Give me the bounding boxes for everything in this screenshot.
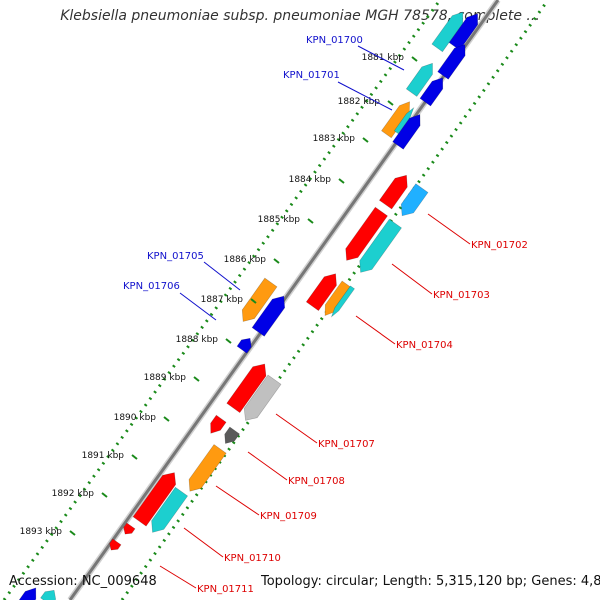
- gene-orange-a[interactable]: [381, 101, 410, 139]
- tick-mark: [411, 56, 418, 62]
- label-leader-line: [203, 261, 241, 291]
- tick-label: 1888 kbp: [176, 335, 219, 345]
- label-leader-line: [275, 413, 318, 444]
- label-leader-line: [357, 45, 405, 71]
- gene-blue-c[interactable]: [419, 77, 444, 107]
- gene-red-01702[interactable]: [378, 174, 408, 210]
- label-leader-line: [159, 565, 197, 589]
- gene-cyan-01703[interactable]: [359, 218, 402, 273]
- gene-cyan-c[interactable]: [393, 106, 415, 135]
- gene-blue-d[interactable]: [392, 114, 421, 150]
- tick-label: 1881 kbp: [362, 53, 405, 63]
- gene-label[interactable]: KPN_01710: [224, 553, 281, 564]
- gene-label[interactable]: KPN_01701: [283, 70, 340, 81]
- tick-mark: [307, 218, 314, 224]
- gene-label[interactable]: KPN_01711: [197, 584, 254, 595]
- accession-text: Accession: NC_009648: [9, 574, 157, 589]
- gene-cyan-01710[interactable]: [151, 486, 189, 533]
- label-leader-line: [337, 81, 393, 111]
- tick-label: 1884 kbp: [289, 175, 332, 185]
- gene-cyan-b[interactable]: [405, 62, 433, 97]
- tick-mark: [225, 338, 232, 344]
- gene-cyan-01704[interactable]: [330, 285, 355, 318]
- tick-label: 1885 kbp: [258, 215, 301, 225]
- tick-label: 1892 kbp: [52, 489, 95, 499]
- gene-red-01707[interactable]: [226, 363, 267, 414]
- tick-label: 1893 kbp: [20, 527, 63, 537]
- tick-mark: [250, 298, 257, 304]
- tick-label: 1890 kbp: [114, 413, 157, 423]
- tick-mark: [69, 530, 76, 536]
- gene-label[interactable]: KPN_01708: [288, 476, 345, 487]
- tick-label: 1887 kbp: [201, 295, 244, 305]
- tick-mark: [131, 454, 138, 460]
- gene-blue-edge[interactable]: [18, 587, 37, 600]
- map-title: Klebsiella pneumoniae subsp. pneumoniae …: [60, 8, 540, 24]
- gene-blue-01706[interactable]: [251, 295, 286, 337]
- gene-label[interactable]: KPN_01709: [260, 511, 317, 522]
- gene-blue-small[interactable]: [236, 337, 252, 354]
- gene-gray-01707[interactable]: [243, 374, 282, 421]
- gene-label[interactable]: KPN_01702: [471, 240, 528, 251]
- gene-cyan-a[interactable]: [431, 11, 464, 53]
- gene-orange-01705[interactable]: [241, 277, 278, 322]
- tick-label: 1883 kbp: [313, 134, 356, 144]
- gene-lightblue-01702[interactable]: [400, 183, 429, 217]
- tick-mark: [163, 416, 170, 422]
- label-leader-line: [179, 292, 217, 321]
- gene-red-01703[interactable]: [345, 206, 388, 261]
- tick-mark: [338, 178, 345, 184]
- tick-mark: [193, 376, 200, 382]
- gene-label[interactable]: KPN_01700: [306, 35, 363, 46]
- tick-mark: [273, 258, 280, 264]
- gene-red-01708[interactable]: [210, 414, 227, 434]
- gene-label[interactable]: KPN_01704: [396, 340, 453, 351]
- gene-blue-b[interactable]: [437, 44, 466, 80]
- gene-red-01711[interactable]: [109, 538, 122, 551]
- tick-label: 1891 kbp: [82, 451, 125, 461]
- gene-label[interactable]: KPN_01703: [433, 290, 490, 301]
- gene-orange-01709[interactable]: [188, 444, 227, 492]
- label-leader-line: [183, 527, 224, 558]
- gene-cyan-edge[interactable]: [40, 589, 57, 600]
- label-leader-line: [247, 451, 288, 481]
- tick-label: 1882 kbp: [338, 97, 381, 107]
- tick-label: 1886 kbp: [224, 255, 267, 265]
- topology-text: Topology: circular; Length: 5,315,120 bp…: [261, 574, 600, 589]
- label-leader-line: [427, 213, 471, 245]
- gene-red-01709[interactable]: [132, 472, 177, 527]
- gene-darkgray-01708[interactable]: [224, 426, 240, 444]
- label-leader-line: [391, 263, 433, 295]
- label-leader-line: [215, 485, 260, 516]
- tick-label: 1889 kbp: [144, 373, 187, 383]
- gene-label[interactable]: KPN_01707: [318, 439, 375, 450]
- gene-label[interactable]: KPN_01706: [123, 281, 180, 292]
- tick-mark: [101, 492, 108, 498]
- gene-red-01703b[interactable]: [305, 273, 337, 312]
- label-leader-line: [355, 315, 396, 345]
- gene-label[interactable]: KPN_01705: [147, 251, 204, 262]
- tick-mark: [387, 100, 394, 106]
- tick-mark: [362, 137, 369, 143]
- gene-red-01710[interactable]: [123, 522, 136, 535]
